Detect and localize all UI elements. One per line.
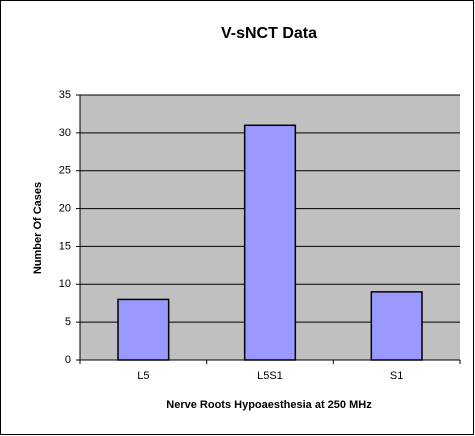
x-tick-label: L5 (137, 370, 149, 382)
x-tick-label: L5S1 (257, 370, 283, 382)
x-axis-label: Nerve Roots Hypoaesthesia at 250 MHz (166, 399, 372, 411)
bar (370, 291, 423, 361)
x-tick-label: S1 (390, 370, 403, 382)
y-tick-label: 10 (59, 278, 71, 290)
y-tick-label: 35 (59, 89, 71, 101)
y-tick-label: 30 (59, 127, 71, 139)
chart-title: V-sNCT Data (221, 25, 317, 42)
y-tick-label: 20 (59, 202, 71, 214)
bar (117, 298, 170, 361)
y-tick-label: 25 (59, 165, 71, 177)
y-tick-label: 0 (65, 354, 71, 366)
y-tick-label: 5 (65, 316, 71, 328)
y-tick-label: 15 (59, 240, 71, 252)
y-axis-label: Number Of Cases (32, 182, 44, 274)
bar (243, 124, 297, 361)
